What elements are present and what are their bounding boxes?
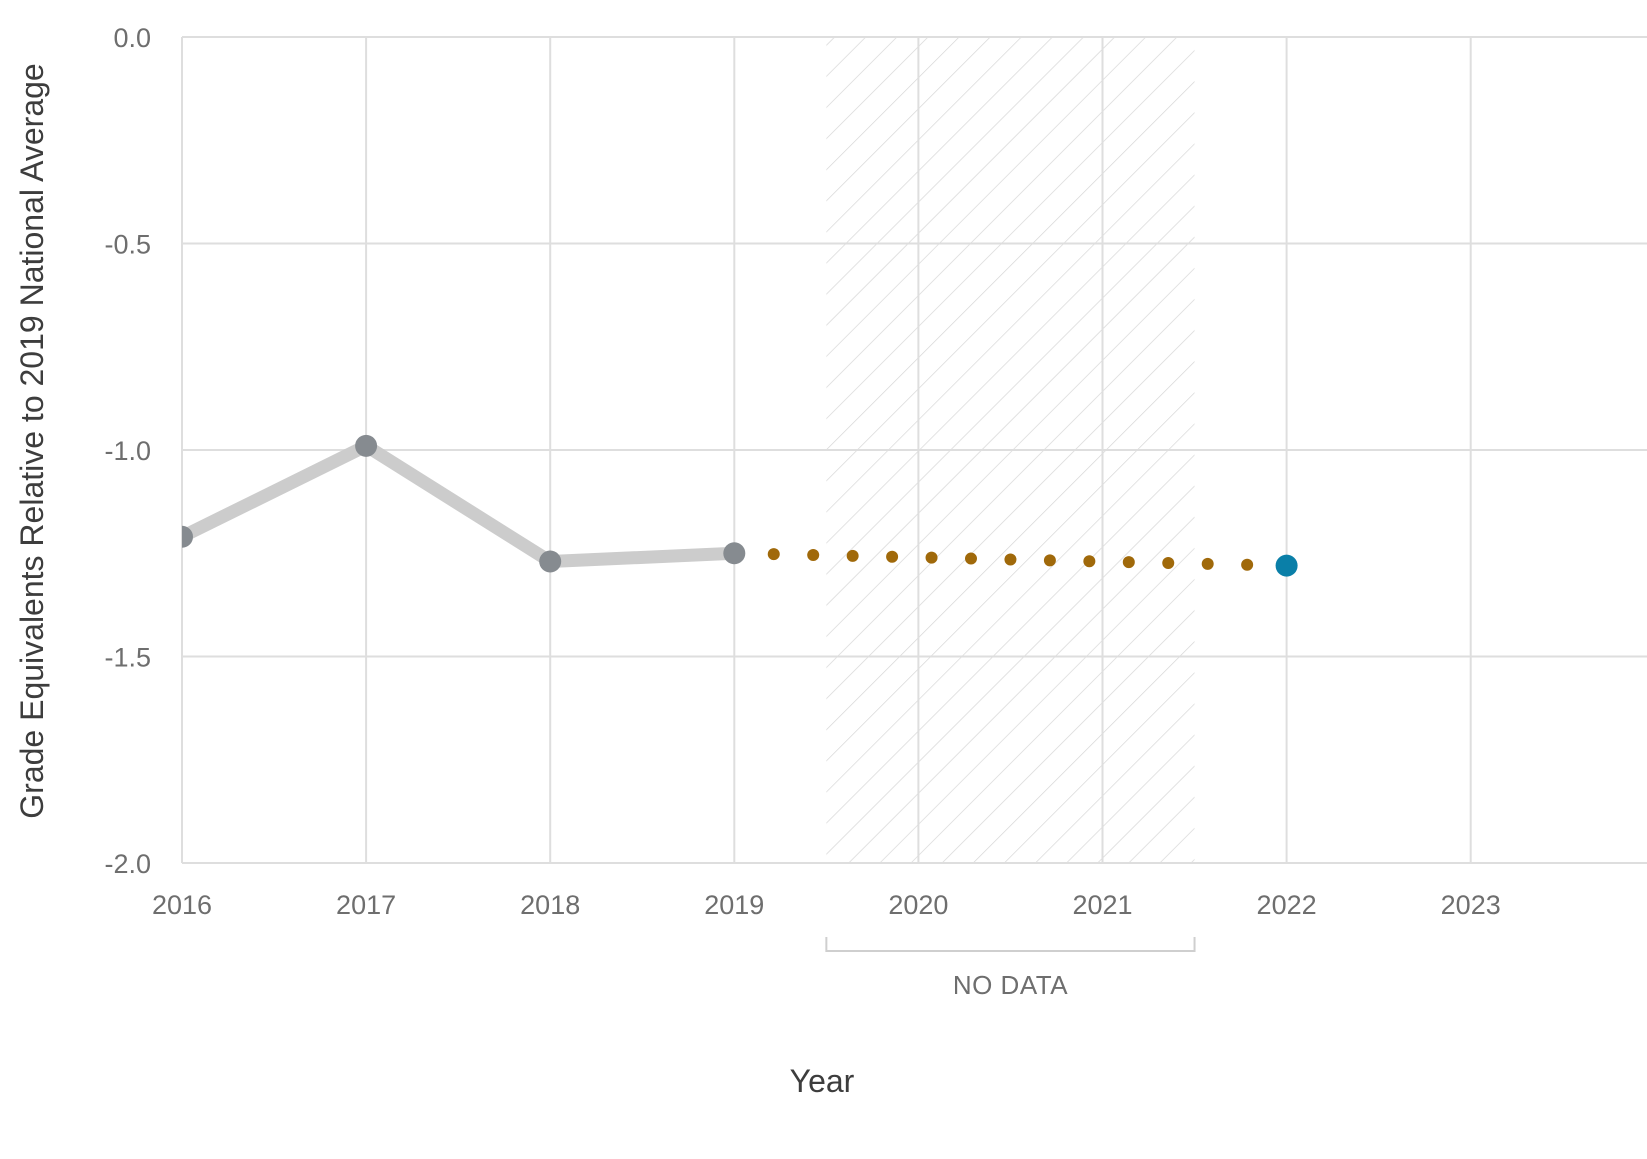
projection-dot bbox=[1083, 555, 1096, 568]
historical-point bbox=[355, 434, 378, 457]
projection-dot bbox=[1043, 554, 1056, 567]
no-data-label: NO DATA bbox=[953, 970, 1068, 1000]
projection-dot bbox=[886, 550, 899, 563]
x-tick-label: 2019 bbox=[704, 890, 764, 920]
projection-dot bbox=[1004, 553, 1017, 566]
x-axis-title: Year bbox=[790, 1063, 855, 1099]
projection-dot bbox=[846, 549, 859, 562]
x-tick-label: 2016 bbox=[152, 890, 212, 920]
projection-dot bbox=[1201, 557, 1214, 570]
no-data-bracket-line bbox=[825, 937, 1196, 952]
projection-dot bbox=[767, 548, 780, 561]
historical-point bbox=[182, 525, 193, 548]
projection-dot bbox=[965, 552, 977, 565]
projection-dot bbox=[1162, 556, 1175, 569]
y-tick-label: -1.0 bbox=[104, 436, 151, 466]
series-group bbox=[182, 434, 1298, 577]
historical-point bbox=[723, 542, 746, 565]
y-tick-label: -0.5 bbox=[104, 230, 151, 260]
projection-dot bbox=[807, 549, 820, 562]
projection-dot bbox=[1241, 558, 1254, 571]
x-tick-label: 2020 bbox=[888, 890, 948, 920]
current-point bbox=[1275, 554, 1298, 577]
projection-dot bbox=[1122, 556, 1135, 569]
y-axis-title: Grade Equivalents Relative to 2019 Natio… bbox=[14, 63, 50, 818]
x-tick-label: 2023 bbox=[1441, 890, 1501, 920]
no-data-bracket: NO DATA bbox=[825, 937, 1196, 1000]
gridlines bbox=[181, 36, 1647, 864]
y-tick-label: -2.0 bbox=[104, 849, 151, 879]
x-tick-label: 2021 bbox=[1072, 890, 1132, 920]
x-tick-label: 2018 bbox=[520, 890, 580, 920]
historical-point bbox=[539, 550, 562, 573]
y-tick-label: 0.0 bbox=[113, 23, 151, 53]
projection-dot bbox=[925, 551, 938, 564]
historical-line bbox=[182, 439, 741, 569]
y-tick-label: -1.5 bbox=[104, 643, 151, 673]
x-tick-label: 2017 bbox=[336, 890, 396, 920]
x-tick-label: 2022 bbox=[1257, 890, 1317, 920]
